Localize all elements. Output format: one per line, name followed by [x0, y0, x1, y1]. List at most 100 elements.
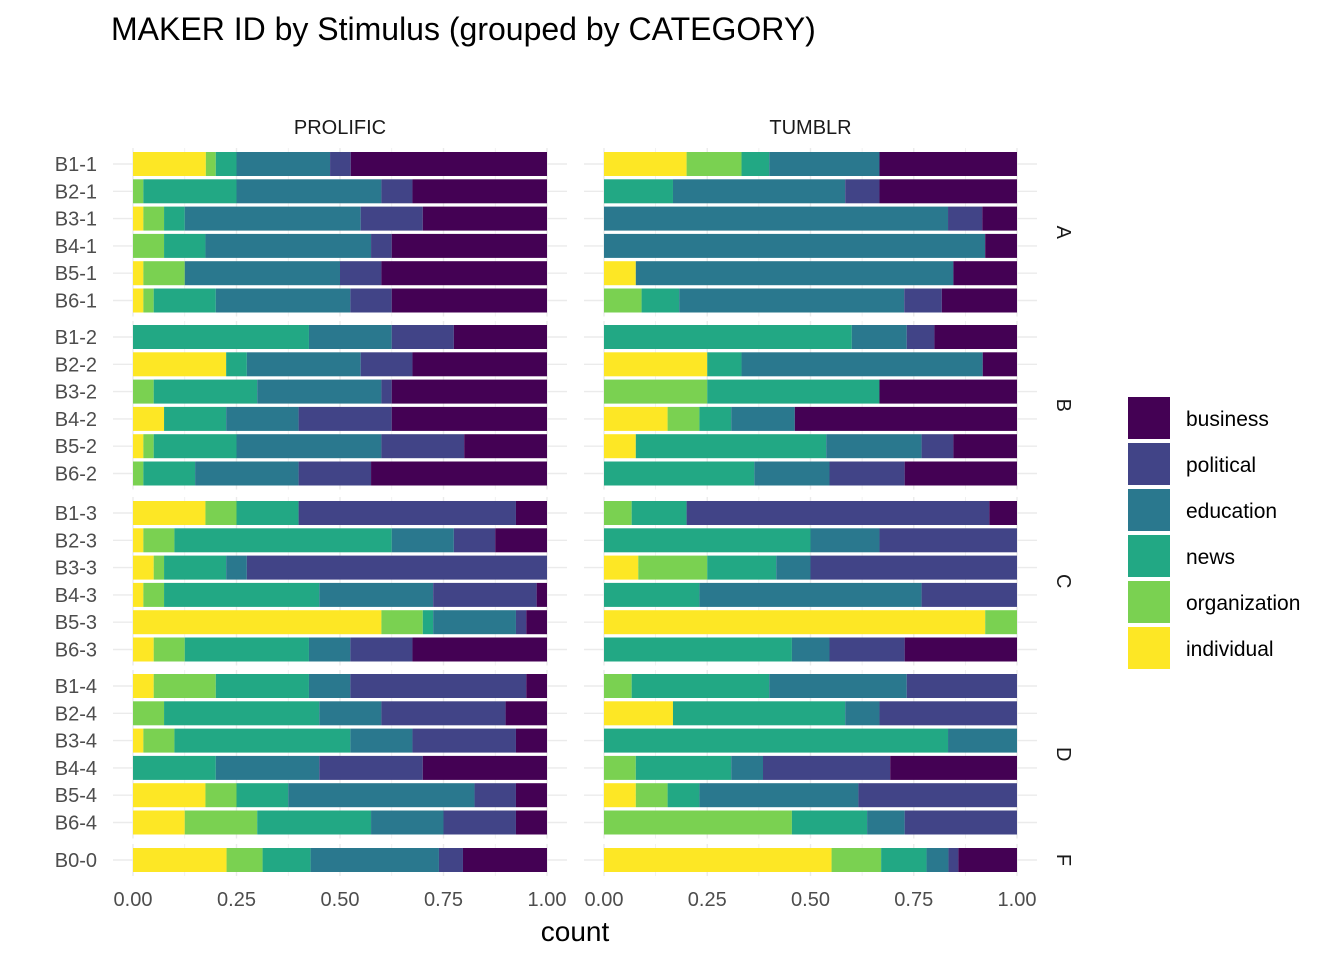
y-tick-label: B2-2 — [55, 354, 97, 376]
x-tick-label: 0.75 — [894, 889, 933, 911]
bar-segment-B1-1-prolific-education — [236, 152, 331, 176]
legend-swatch-news — [1128, 535, 1170, 577]
y-tick-label: B5-1 — [55, 263, 97, 285]
facet-label-B: B — [1052, 399, 1074, 412]
y-tick-label: B3-2 — [55, 382, 97, 404]
bar-segment-B6-3-prolific-organization — [153, 637, 185, 662]
bar-segment-B3-2-prolific-business — [391, 379, 547, 404]
bar-segment-B2-3-prolific-business — [495, 528, 547, 553]
bar-segment-B5-3-tumblr-organization — [985, 610, 1017, 635]
bar-segment-B4-1-tumblr-business — [985, 233, 1017, 258]
y-tick-label: B1-2 — [55, 327, 97, 349]
bar-segment-B1-4-prolific-individual — [133, 674, 154, 698]
bar-segment-B2-1-tumblr-news — [604, 179, 673, 204]
bar-segment-B1-1-tumblr-news — [741, 152, 770, 176]
bar-segment-B5-2-prolific-business — [464, 434, 547, 459]
bar-segment-B4-2-prolific-education — [226, 406, 299, 431]
bar-segment-B2-2-tumblr-education — [741, 352, 983, 377]
bar-segment-B5-1-prolific-organization — [143, 261, 185, 286]
bar-segment-B2-3-tumblr-political — [879, 528, 1017, 553]
bar-segment-B1-4-tumblr-political — [906, 674, 1017, 698]
bar-segment-B5-4-prolific-organization — [205, 783, 237, 808]
legend-label-news: news — [1186, 546, 1235, 569]
bar-segment-B4-1-prolific-political — [371, 233, 392, 258]
bar-segment-B2-2-prolific-business — [412, 352, 547, 377]
panel-D-prolific: B1-4 B2-4 B3-4 B4-4 B5-4 B6-4 — [55, 670, 567, 839]
y-tick-label: B5-3 — [55, 612, 97, 634]
bar-segment-B5-1-tumblr-business — [953, 261, 1017, 286]
bar-segment-B0-0-prolific-business — [462, 848, 547, 872]
bar-segment-B5-3-prolific-business — [526, 610, 547, 635]
bar-segment-B2-1-prolific-political — [381, 179, 413, 204]
bar-segment-B1-4-tumblr-education — [769, 674, 907, 698]
bar-segment-B4-3-prolific-education — [319, 582, 434, 607]
panel-F-tumblr — [584, 844, 1037, 876]
bar-segment-B1-3-prolific-organization — [205, 501, 237, 525]
bar-segment-B3-3-prolific-news — [164, 555, 227, 580]
legend-swatch-business — [1128, 397, 1170, 439]
y-tick-label: B0-0 — [55, 850, 97, 872]
legend-swatch-organization — [1128, 581, 1170, 623]
bar-segment-B6-4-prolific-news — [257, 810, 372, 835]
bar-segment-B2-2-tumblr-individual — [604, 352, 708, 377]
bar-segment-B1-4-prolific-news — [215, 674, 309, 698]
bar-segment-B5-1-prolific-business — [381, 261, 547, 286]
bar-segment-B3-1-prolific-education — [184, 206, 361, 231]
bar-segment-B4-3-tumblr-education — [699, 582, 922, 607]
legend: business political education news organizati… — [1128, 397, 1300, 669]
bar-segment-B5-3-prolific-political — [515, 610, 527, 635]
bar-segment-B4-1-prolific-business — [391, 233, 547, 258]
bar-segment-B2-4-prolific-organization — [133, 701, 165, 726]
bar-segment-B1-1-prolific-political — [330, 152, 351, 176]
bar-segment-B1-1-prolific-individual — [133, 152, 206, 176]
bar-segment-B0-0-prolific-political — [438, 848, 463, 872]
bar-segment-B4-3-prolific-individual — [133, 582, 144, 607]
bar-segment-B3-4-prolific-political — [412, 728, 516, 753]
bar-segment-B4-4-prolific-political — [319, 755, 423, 780]
bar-segment-B1-1-tumblr-education — [769, 152, 880, 176]
bar-segment-B3-4-prolific-individual — [133, 728, 144, 753]
bar-segment-B6-1-prolific-individual — [133, 288, 144, 313]
bar-segment-B2-3-tumblr-news — [604, 528, 811, 553]
y-tick-label: B4-1 — [55, 236, 97, 258]
y-tick-label: B6-1 — [55, 291, 97, 313]
y-tick-label: B1-1 — [55, 154, 97, 176]
bar-segment-B5-1-prolific-individual — [133, 261, 144, 286]
bar-segment-B5-2-prolific-political — [381, 434, 465, 459]
bar-segment-B6-2-prolific-news — [143, 461, 196, 486]
bar-segment-B4-4-tumblr-organization — [604, 755, 636, 780]
bar-segment-B6-4-tumblr-organization — [604, 810, 792, 835]
bar-segment-B3-1-prolific-business — [422, 206, 547, 231]
facet-label-D: D — [1052, 747, 1074, 761]
bar-segment-B6-1-tumblr-political — [904, 288, 942, 313]
bar-segment-B0-0-tumblr-individual — [604, 848, 832, 872]
bar-segment-B6-3-prolific-news — [184, 637, 309, 662]
bar-segment-B5-2-tumblr-news — [635, 434, 827, 459]
bar-segment-B6-1-tumblr-news — [641, 288, 680, 313]
bar-segment-B3-2-prolific-political — [381, 379, 392, 404]
bar-segment-B1-4-prolific-organization — [153, 674, 216, 698]
bar-segment-B1-3-prolific-political — [298, 501, 516, 525]
bar-segment-B0-0-tumblr-business — [958, 848, 1017, 872]
bar-segment-B4-2-tumblr-education — [731, 406, 795, 431]
bar-segment-B1-3-prolific-business — [515, 501, 547, 525]
legend-swatch-political — [1128, 443, 1170, 485]
bar-segment-B2-4-prolific-education — [319, 701, 382, 726]
x-tick-label: 1.00 — [998, 889, 1037, 911]
bar-segment-B3-3-prolific-education — [226, 555, 247, 580]
bar-segment-B2-2-prolific-education — [246, 352, 361, 377]
bar-segment-B6-4-tumblr-education — [867, 810, 905, 835]
bar-segment-B3-4-prolific-education — [350, 728, 413, 753]
bar-segment-B1-4-prolific-education — [308, 674, 351, 698]
bar-segment-B6-3-prolific-business — [412, 637, 547, 662]
y-tick-label: B3-4 — [55, 731, 97, 753]
bar-segment-B4-2-tumblr-business — [794, 406, 1017, 431]
bar-segment-B5-4-tumblr-organization — [635, 783, 668, 808]
bar-segment-B3-4-tumblr-education — [948, 728, 1017, 753]
bar-segment-B3-1-tumblr-education — [604, 206, 949, 231]
bar-segment-B6-2-tumblr-business — [904, 461, 1017, 486]
x-tick-label: 0.25 — [688, 889, 727, 911]
y-tick-label: B6-4 — [55, 813, 97, 835]
bar-segment-B2-1-tumblr-business — [879, 179, 1017, 204]
